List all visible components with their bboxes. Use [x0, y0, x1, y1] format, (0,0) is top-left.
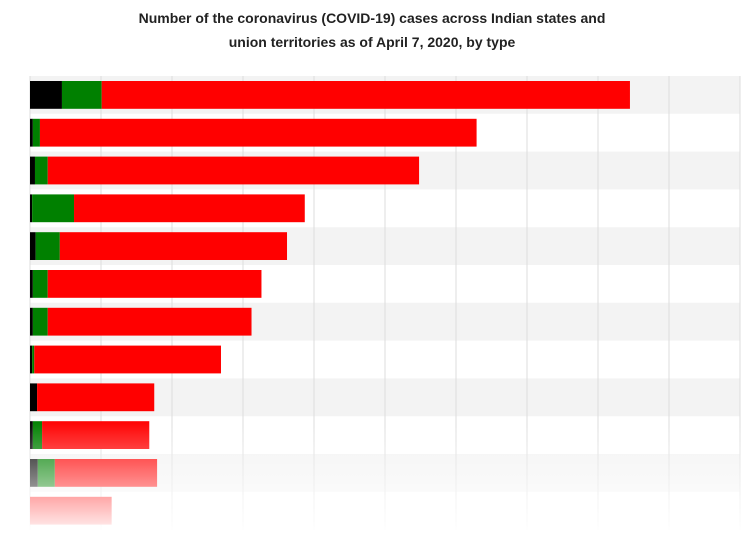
bar-segment	[47, 270, 262, 298]
bar-segment	[30, 156, 35, 185]
bar-segment	[34, 345, 221, 374]
fade-overlay	[0, 420, 745, 558]
bar-segment	[47, 156, 420, 185]
bar-segment	[59, 232, 288, 260]
bar-segment	[32, 307, 48, 336]
bar-segment	[30, 270, 33, 298]
bar-segment	[32, 194, 75, 223]
bar-segment	[32, 345, 35, 374]
bar-segment	[30, 232, 36, 260]
bar-segment	[34, 156, 48, 185]
bar-segment	[39, 118, 477, 147]
bar-segment	[32, 118, 40, 147]
bar-segment	[30, 194, 33, 223]
bar-segment	[30, 307, 33, 336]
bar-segment	[35, 232, 60, 260]
bar-segment	[74, 194, 305, 223]
bar-segment	[32, 270, 48, 298]
bar-segment	[30, 118, 33, 147]
bar-segment	[47, 307, 252, 336]
bar-segment	[61, 81, 102, 109]
bar-segment	[30, 81, 62, 109]
bar-segment	[30, 345, 33, 374]
bar-segment	[30, 383, 38, 412]
bar-segment	[37, 383, 155, 412]
bar-segment	[101, 81, 630, 109]
chart-title: Number of the coronavirus (COVID-19) cas…	[138, 10, 606, 50]
